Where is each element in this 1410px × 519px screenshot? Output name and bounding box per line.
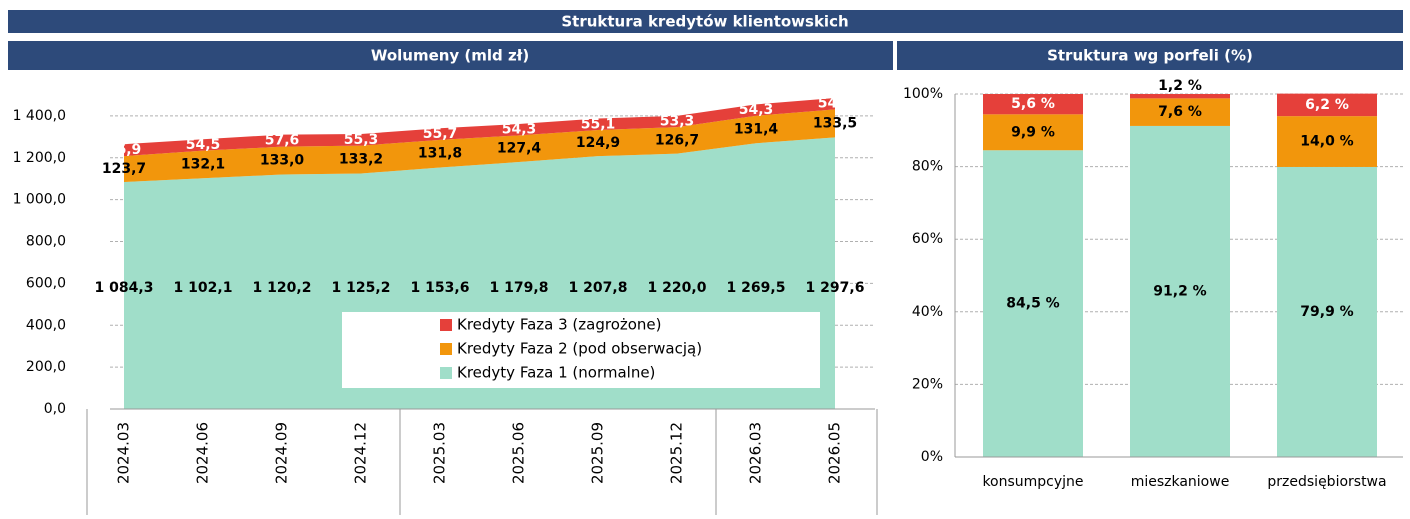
data-label: 53,3 [660, 114, 695, 130]
legend-swatch [440, 367, 452, 379]
x-tick-label: 2024.06 [194, 422, 212, 484]
legend-swatch [440, 319, 452, 331]
data-label: 5,6 % [1011, 96, 1055, 112]
x-tick-label: konsumpcyjne [982, 474, 1083, 490]
data-label: 1 297,6 [806, 280, 865, 296]
y-tick-label: 80% [912, 159, 943, 175]
y-tick-label: 40% [912, 304, 943, 320]
area [124, 109, 835, 183]
data-label: 126,7 [655, 132, 699, 148]
x-tick-label: 2026.05 [826, 422, 844, 484]
data-label: 54,3 [502, 122, 537, 138]
data-label: 1 125,2 [332, 280, 391, 296]
data-label: 84,5 % [1006, 296, 1059, 312]
chart-title: Wolumeny (mld zł) [371, 47, 529, 65]
data-label: 124,9 [576, 135, 620, 151]
area [124, 98, 835, 157]
bar-segment [1277, 166, 1377, 457]
data-label: 1 179,8 [490, 280, 549, 296]
chart-header-bar [8, 41, 893, 70]
legend [342, 312, 820, 388]
x-tick-label: 2025.09 [589, 422, 607, 484]
chart-header-bar [897, 41, 1403, 70]
x-tick-label: 2025.03 [431, 422, 449, 484]
legend-label: Kredyty Faza 2 (pod obserwacją) [457, 340, 702, 358]
x-tick-label: 2024.09 [273, 422, 291, 484]
data-label: 91,2 % [1153, 283, 1206, 299]
y-tick-label: 60% [912, 231, 943, 247]
y-tick-label: 1 400,0 [13, 108, 66, 124]
data-label: 54,3 [818, 96, 853, 112]
data-label: 6,2 % [1305, 97, 1349, 113]
data-label: 1,2 % [1158, 78, 1202, 94]
x-tick-label: 2024.03 [115, 422, 133, 484]
bar-segment [1277, 116, 1377, 167]
data-label: 54,3 [739, 102, 774, 118]
data-label: 56,9 [107, 142, 142, 158]
header-title: Struktura kredytów klientowskich [561, 13, 848, 31]
data-label: 54,5 [186, 137, 221, 153]
header-bar [8, 10, 1403, 33]
data-label: 1 084,3 [95, 280, 154, 296]
data-label: 55,7 [423, 126, 458, 142]
volume-chart: 0,0 200,0 400,0 600,0 800,0 1 000,0 1 200,0 1 4… [13, 96, 878, 515]
bar-segment [983, 114, 1083, 151]
y-tick-label: 20% [912, 376, 943, 392]
legend-swatch [440, 343, 452, 355]
data-label: 133,0 [260, 153, 305, 169]
data-label: 7,6 % [1158, 104, 1202, 120]
data-label: 127,4 [497, 141, 542, 157]
data-label: 79,9 % [1300, 304, 1353, 320]
data-label: 14,0 % [1300, 134, 1353, 150]
y-tick-label: 400,0 [26, 317, 66, 333]
x-tick-label: 2026.03 [747, 422, 765, 484]
data-label: 1 153,6 [411, 280, 470, 296]
data-label: 1 207,8 [569, 280, 628, 296]
bar-segment [1130, 125, 1230, 457]
legend-label: Kredyty Faza 3 (zagrożone) [457, 316, 662, 334]
x-tick-label: mieszkaniowe [1131, 474, 1230, 490]
y-tick-label: 1 000,0 [13, 192, 66, 208]
data-label: 131,4 [734, 121, 779, 137]
data-label: 1 120,2 [253, 280, 312, 296]
y-tick-label: 0,0 [44, 401, 66, 417]
legend-label: Kredyty Faza 1 (normalne) [457, 364, 655, 382]
y-tick-label: 200,0 [26, 359, 66, 375]
y-tick-label: 800,0 [26, 234, 66, 250]
y-tick-label: 600,0 [26, 275, 66, 291]
bar-segment [1130, 98, 1230, 126]
chart-title: Struktura wg porfeli (%) [1047, 47, 1253, 65]
data-label: 1 102,1 [174, 280, 233, 296]
data-label: 123,7 [102, 161, 146, 177]
data-label: 131,8 [418, 146, 462, 162]
data-label: 133,2 [339, 152, 383, 168]
bar-segment [1277, 93, 1377, 117]
data-label: 55,1 [581, 116, 616, 132]
data-label: 9,9 % [1011, 124, 1055, 140]
data-label: 133,5 [813, 115, 857, 131]
bar-segment [983, 94, 1083, 115]
y-tick-label: 100% [903, 86, 943, 102]
x-tick-label: 2024.12 [352, 422, 370, 484]
data-label: 55,3 [344, 132, 379, 148]
x-tick-label: 2025.12 [668, 422, 686, 484]
x-tick-label: 2025.06 [510, 422, 528, 484]
bar-segment [1130, 94, 1230, 99]
y-tick-label: 0% [921, 449, 943, 465]
data-label: 132,1 [181, 156, 225, 172]
y-tick-label: 1 200,0 [13, 150, 66, 166]
portfolio-chart: 0% 20% 40% 60% 80% 100% 84,5 % 91,2 % 79,9 % 9,9 … [903, 78, 1403, 490]
data-label: 1 269,5 [727, 280, 786, 296]
bar-segment [983, 150, 1083, 457]
x-tick-label: przedsiębiorstwa [1267, 474, 1386, 490]
data-label: 1 220,0 [648, 280, 707, 296]
data-label: 57,6 [265, 133, 300, 149]
